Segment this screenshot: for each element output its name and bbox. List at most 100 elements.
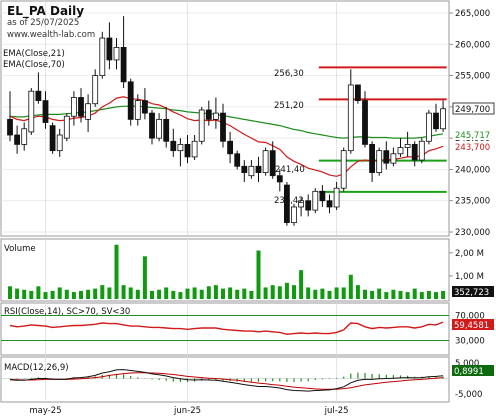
candle-body [134, 100, 141, 120]
ema70-legend: EMA(Close,70) [3, 60, 65, 70]
candle-body [212, 112, 219, 120]
price-tick-label: 265,000 [455, 9, 490, 19]
candle [134, 94, 141, 126]
month-label: jun-25 [173, 406, 201, 416]
candle-body [21, 128, 28, 145]
close-badge: 249,700 [455, 105, 490, 115]
candle [198, 106, 205, 145]
candle-body [198, 109, 205, 142]
candle [333, 181, 340, 211]
candle-body [354, 84, 361, 102]
volume-bar [277, 286, 282, 299]
volume-bar [121, 285, 126, 299]
volume-bar [43, 292, 48, 299]
price-tick-label: 255,000 [455, 72, 490, 82]
candle-body [170, 140, 177, 152]
macd-line [9, 369, 444, 392]
volume-bar [320, 288, 325, 299]
price-tick-label: 240,000 [455, 165, 490, 175]
candle [234, 150, 241, 170]
volume-bar [434, 292, 438, 299]
ema21-legend: EMA(Close,21) [3, 49, 65, 59]
volume-bar [419, 292, 424, 299]
macd-layer [1, 369, 449, 392]
candle-body [42, 100, 49, 123]
candle [184, 135, 191, 164]
volume-bar [228, 287, 233, 299]
macd-signal-line [9, 372, 444, 390]
candle-body [433, 112, 439, 130]
candle [28, 88, 35, 136]
candle [99, 31, 106, 79]
month-label: jul-25 [324, 406, 349, 416]
candle-body [127, 81, 134, 120]
volume-bar [348, 274, 353, 299]
candle-body [163, 118, 170, 142]
candle [397, 138, 404, 157]
candle-body [227, 140, 234, 155]
candle-body [362, 100, 368, 145]
candle-body [319, 190, 326, 202]
candle-body [191, 140, 198, 158]
volume-bar [79, 290, 83, 299]
candle [376, 147, 383, 176]
as-of-date: as of 25/07/2025 [7, 18, 79, 28]
macd-badge: 0,8991 [454, 367, 484, 377]
rsi-badge: 59,4581 [454, 321, 489, 331]
candle [404, 131, 411, 157]
volume-bar [135, 289, 140, 299]
candle [78, 88, 84, 123]
candle [305, 194, 312, 217]
candle-body [390, 153, 397, 164]
candle [7, 91, 13, 142]
candle [127, 78, 134, 126]
candle [163, 106, 170, 148]
candle-body [262, 150, 269, 173]
volume-bar [441, 290, 446, 299]
candle [411, 141, 418, 167]
volume-bar [263, 287, 268, 299]
ema70-badge-bg [453, 129, 494, 140]
candle-body [255, 165, 262, 173]
candle [120, 16, 127, 89]
candle-body [184, 143, 191, 158]
candle [49, 122, 56, 154]
candle-body [333, 187, 340, 208]
volume-bar [15, 288, 20, 299]
volume-bar [71, 292, 76, 299]
candle [262, 147, 269, 176]
candle-body [7, 118, 13, 136]
candle-body [14, 134, 21, 145]
chart-title: EL_PA Daily [7, 4, 84, 19]
volume-bar [334, 287, 339, 299]
candle-body [220, 112, 226, 142]
volume-bar [313, 289, 318, 299]
volume-bar [235, 289, 240, 299]
rsi-line [9, 321, 444, 336]
candle-body [298, 200, 305, 208]
candle [149, 109, 155, 145]
volume-legend: Volume [4, 244, 36, 254]
volume-bar [157, 289, 162, 299]
close-badge-bg [452, 102, 495, 115]
candle [220, 103, 226, 148]
candle [440, 100, 447, 132]
level-label-251: 251,20 [274, 101, 304, 111]
candle [71, 91, 77, 126]
candle-body [276, 175, 283, 183]
volume-bar [150, 290, 154, 299]
candle-body [106, 37, 113, 61]
volume-bar [384, 292, 389, 299]
volume-bar [412, 288, 417, 299]
candle-body [326, 200, 333, 208]
macd-tick-label: 5,000 [455, 359, 479, 369]
candle [170, 128, 177, 157]
volume-bar [292, 285, 296, 299]
candle-body [49, 125, 56, 152]
candle [92, 69, 99, 107]
candle-body [418, 140, 425, 161]
candle-body [56, 134, 63, 152]
candle-body [28, 90, 35, 133]
candle [347, 69, 354, 154]
month-label: may-25 [29, 406, 61, 416]
